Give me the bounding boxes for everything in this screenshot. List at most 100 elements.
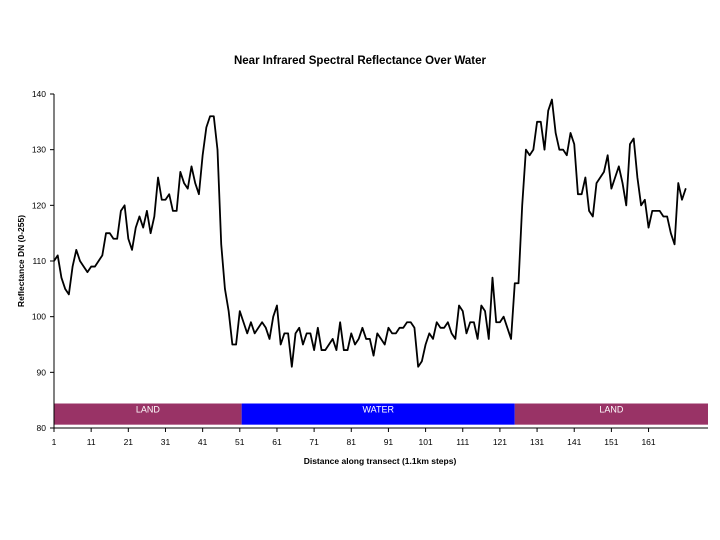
- data-point: [153, 215, 155, 218]
- data-point: [157, 176, 159, 179]
- data-point: [477, 338, 479, 340]
- x-tick-label: 101: [418, 437, 432, 447]
- data-point: [161, 199, 163, 201]
- data-point: [644, 199, 646, 201]
- data-point: [384, 343, 386, 346]
- data-point: [398, 327, 401, 329]
- data-point: [324, 349, 326, 351]
- x-tick-label: 41: [198, 437, 208, 447]
- band-label-1: LAND: [136, 405, 161, 415]
- data-point: [484, 310, 486, 312]
- data-point: [127, 238, 129, 240]
- data-point: [581, 193, 583, 195]
- band-label-2: WATER: [362, 405, 394, 415]
- data-point: [120, 210, 122, 212]
- data-point: [302, 343, 304, 346]
- x-tick-label: 111: [456, 437, 469, 447]
- data-point: [83, 265, 85, 268]
- data-point: [629, 143, 631, 145]
- band-layer: LAND WATER LAND: [54, 403, 708, 425]
- data-point: [436, 321, 438, 323]
- data-point: [495, 321, 497, 323]
- data-point: [521, 204, 523, 206]
- data-point: [499, 321, 501, 323]
- data-point: [621, 182, 624, 184]
- x-tick-label: 1: [52, 437, 57, 447]
- data-point: [465, 332, 468, 334]
- data-point: [447, 321, 449, 323]
- data-point: [562, 149, 564, 151]
- band-2: [241, 403, 515, 425]
- data-point: [510, 338, 512, 340]
- data-point: [454, 338, 456, 340]
- data-point: [525, 149, 527, 151]
- data-point: [603, 171, 605, 173]
- data-point: [532, 149, 534, 151]
- y-tick-label: 90: [37, 367, 47, 377]
- data-point: [280, 343, 282, 346]
- data-point: [150, 232, 152, 234]
- data-point: [231, 343, 233, 346]
- data-point: [105, 232, 107, 234]
- data-point: [417, 366, 419, 368]
- data-point: [306, 332, 308, 334]
- data-point: [514, 282, 516, 284]
- data-point: [655, 210, 657, 212]
- data-point: [406, 321, 408, 323]
- data-point: [246, 332, 248, 334]
- data-point: [577, 193, 579, 195]
- data-point: [168, 193, 170, 195]
- data-point: [566, 154, 568, 156]
- data-point: [677, 182, 679, 184]
- data-point: [588, 210, 590, 212]
- data-point: [529, 154, 531, 156]
- data-point: [239, 310, 241, 312]
- band-1: [54, 403, 242, 425]
- data-point: [517, 282, 520, 284]
- data-point: [506, 327, 508, 329]
- data-point: [551, 98, 553, 101]
- x-tick-label: 131: [530, 437, 544, 447]
- data-point: [380, 338, 382, 340]
- data-point: [254, 332, 256, 334]
- x-tick-label: 11: [87, 437, 96, 447]
- data-point: [491, 277, 494, 279]
- data-point: [335, 349, 338, 351]
- data-point: [291, 366, 293, 368]
- data-point: [346, 349, 349, 351]
- data-point: [68, 293, 70, 295]
- data-point: [328, 343, 330, 346]
- x-tick-label: 91: [384, 437, 394, 447]
- x-tick-label: 81: [347, 437, 357, 447]
- data-point: [276, 304, 278, 307]
- data-point: [138, 215, 141, 218]
- data-point: [228, 310, 230, 312]
- data-point: [176, 210, 178, 212]
- series-line-1: [53, 98, 687, 368]
- data-point: [235, 343, 237, 346]
- data-point: [607, 154, 609, 156]
- data-point: [543, 149, 546, 151]
- data-point: [272, 316, 274, 318]
- data-point: [443, 327, 445, 329]
- data-point: [584, 176, 586, 179]
- data-point: [116, 238, 118, 240]
- x-tick-label: 21: [124, 437, 134, 447]
- data-point: [216, 149, 219, 151]
- data-point: [640, 204, 642, 206]
- data-point: [391, 332, 393, 334]
- data-point: [651, 210, 653, 212]
- data-point: [339, 321, 341, 323]
- data-point: [75, 249, 77, 251]
- data-point: [220, 243, 222, 245]
- data-point: [685, 188, 687, 190]
- data-point: [488, 338, 490, 340]
- x-tick-label: 161: [641, 437, 655, 447]
- data-point: [71, 265, 74, 268]
- data-point: [670, 232, 672, 234]
- data-point: [376, 332, 378, 334]
- data-point: [636, 176, 638, 179]
- data-point: [187, 188, 189, 190]
- data-point: [358, 338, 360, 340]
- data-point: [503, 316, 505, 318]
